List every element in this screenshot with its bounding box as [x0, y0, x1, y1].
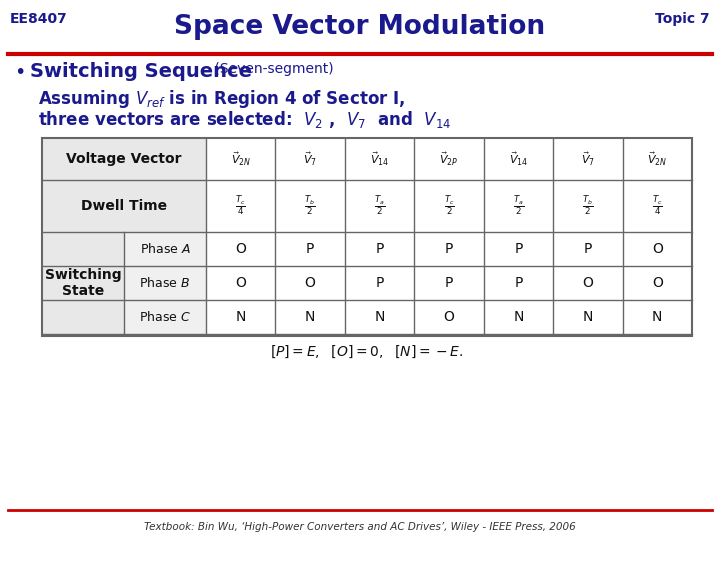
- Text: N: N: [374, 310, 384, 324]
- Text: $\frac{T_a}{2}$: $\frac{T_a}{2}$: [374, 194, 385, 217]
- Text: $\vec{V}_{14}$: $\vec{V}_{14}$: [509, 150, 528, 168]
- Bar: [42, 138, 692, 336]
- Text: O: O: [235, 276, 246, 290]
- Text: N: N: [582, 310, 593, 324]
- Text: P: P: [375, 276, 384, 290]
- Text: P: P: [514, 276, 523, 290]
- Text: Space Vector Modulation: Space Vector Modulation: [174, 14, 546, 40]
- Bar: [124, 266, 206, 300]
- Bar: [42, 180, 206, 232]
- Text: Assuming $V_{ref}$ is in Region 4 of Sector I,: Assuming $V_{ref}$ is in Region 4 of Sec…: [38, 88, 405, 110]
- Text: $\frac{T_b}{2}$: $\frac{T_b}{2}$: [582, 194, 593, 217]
- Text: $[P]=E,$  $[O]=0,$  $[N]=-E.$: $[P]=E,$ $[O]=0,$ $[N]=-E.$: [270, 344, 464, 360]
- Text: O: O: [235, 242, 246, 256]
- Text: Switching Sequence: Switching Sequence: [30, 62, 252, 81]
- Text: $\vec{V}_{2N}$: $\vec{V}_{2N}$: [647, 150, 667, 168]
- Text: Phase $A$: Phase $A$: [140, 242, 191, 256]
- Bar: [124, 232, 206, 266]
- Text: •: •: [14, 63, 25, 82]
- Text: Topic 7: Topic 7: [655, 12, 710, 26]
- Bar: [42, 138, 206, 180]
- Text: O: O: [652, 242, 662, 256]
- Text: Textbook: Bin Wu, ‘High-Power Converters and AC Drives’, Wiley - IEEE Press, 200: Textbook: Bin Wu, ‘High-Power Converters…: [144, 522, 576, 532]
- Text: P: P: [375, 242, 384, 256]
- Text: EE8407: EE8407: [10, 12, 68, 26]
- Text: Switching
State: Switching State: [45, 268, 121, 298]
- Text: O: O: [444, 310, 454, 324]
- Text: O: O: [305, 276, 315, 290]
- Bar: [42, 334, 692, 370]
- Text: $\vec{V}_7$: $\vec{V}_7$: [581, 150, 595, 168]
- Bar: [42, 232, 124, 334]
- Text: $\vec{V}_{2N}$: $\vec{V}_{2N}$: [230, 150, 251, 168]
- Text: O: O: [652, 276, 662, 290]
- Text: N: N: [652, 310, 662, 324]
- Text: P: P: [445, 276, 453, 290]
- Text: N: N: [513, 310, 523, 324]
- Text: $\vec{V}_{14}$: $\vec{V}_{14}$: [370, 150, 390, 168]
- Text: Voltage Vector: Voltage Vector: [66, 152, 181, 166]
- Text: $\frac{T_a}{2}$: $\frac{T_a}{2}$: [513, 194, 524, 217]
- Text: three vectors are selected:  $V_2$ ,  $V_7$  and  $V_{14}$: three vectors are selected: $V_2$ , $V_7…: [38, 109, 451, 130]
- Text: $\frac{T_c}{4}$: $\frac{T_c}{4}$: [652, 194, 663, 217]
- Text: N: N: [305, 310, 315, 324]
- Text: P: P: [306, 242, 315, 256]
- Text: $\vec{V}_7$: $\vec{V}_7$: [303, 150, 317, 168]
- Text: Phase $B$: Phase $B$: [140, 276, 191, 290]
- Text: P: P: [514, 242, 523, 256]
- Text: $\frac{T_c}{4}$: $\frac{T_c}{4}$: [235, 194, 246, 217]
- Bar: [124, 300, 206, 334]
- Text: Phase $C$: Phase $C$: [139, 310, 191, 324]
- Text: $\vec{V}_{2P}$: $\vec{V}_{2P}$: [439, 150, 459, 168]
- Text: $\frac{T_b}{2}$: $\frac{T_b}{2}$: [305, 194, 316, 217]
- Text: Dwell Time: Dwell Time: [81, 199, 167, 213]
- Text: N: N: [235, 310, 246, 324]
- Text: P: P: [445, 242, 453, 256]
- Text: P: P: [584, 242, 592, 256]
- Text: $\frac{T_c}{2}$: $\frac{T_c}{2}$: [444, 194, 454, 217]
- Text: O: O: [582, 276, 593, 290]
- Text: (Seven-segment): (Seven-segment): [210, 62, 333, 76]
